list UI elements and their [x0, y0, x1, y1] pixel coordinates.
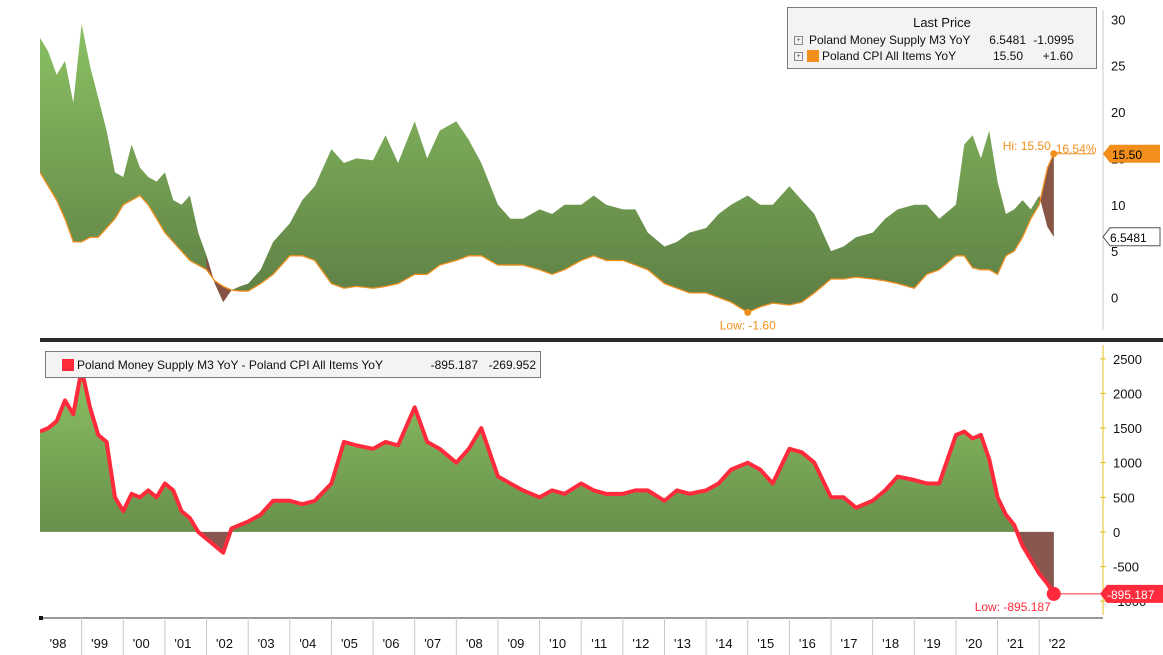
negative-spread-area	[223, 286, 232, 303]
expand-icon[interactable]: +	[794, 51, 803, 61]
x-tick-label: '12	[632, 636, 649, 651]
x-tick-label: '13	[674, 636, 691, 651]
top-plot-area	[40, 23, 1055, 314]
x-tick-label: '04	[299, 636, 316, 651]
x-axis-origin-mark	[39, 616, 43, 620]
negative-spread-area	[1047, 153, 1054, 237]
x-axis: '98 '99 '00 '01 '02 '03 '04 '05 '06 '07 '08 '09 '10 '…	[39, 616, 1103, 655]
legend-name-cpi: Poland CPI All Items YoY	[822, 49, 957, 63]
negative-spread-area	[1039, 167, 1048, 228]
cpi-high-pct: 16.54%	[1056, 142, 1097, 156]
legend-row-m3[interactable]: + Poland Money Supply M3 YoY 6.5481 -1.0…	[788, 32, 1096, 48]
x-tick-label: '19	[924, 636, 941, 651]
bottom-y-tick-label: 2000	[1113, 386, 1142, 401]
x-tick-label: '14	[716, 636, 733, 651]
x-tick-label: '21	[1007, 636, 1024, 651]
top-y-tick-label: 20	[1111, 105, 1125, 120]
top-y-tick-label: 30	[1111, 12, 1125, 27]
negative-spread-area	[214, 280, 224, 303]
top-y-tick-label: 5	[1111, 244, 1118, 259]
panel-divider	[40, 338, 1163, 342]
legend-last-cpi: 15.50	[992, 49, 1023, 63]
x-tick-label: '01	[174, 636, 191, 651]
x-tick-label: '07	[424, 636, 441, 651]
x-tick-label: '98	[50, 636, 67, 651]
cpi-high-label: Hi: 15.50	[1003, 139, 1051, 153]
spread-last-tag	[1100, 584, 1163, 603]
top-y-tick-label: 10	[1111, 198, 1125, 213]
x-tick-label: '18	[882, 636, 899, 651]
m3-cpi-spread-area	[40, 23, 1054, 313]
bottom-plot-area	[40, 367, 1056, 595]
cpi-low-label: Low: -1.60	[720, 318, 776, 332]
x-tick-label: '99	[91, 636, 108, 651]
x-tick-label: '09	[507, 636, 524, 651]
spread-series-line	[40, 367, 1056, 595]
x-tick-label: '11	[591, 636, 607, 651]
spread-last-tag-label: -895.187	[1107, 588, 1155, 602]
bottom-y-tick-label: 500	[1113, 490, 1135, 505]
x-tick-label: '02	[216, 636, 233, 651]
bottom-y-tick-label: -500	[1113, 560, 1139, 575]
m3-last-tag	[1102, 227, 1161, 247]
x-tick-label: '22	[1049, 636, 1066, 651]
legend-swatch-cpi	[807, 50, 819, 62]
x-tick-label: '15	[757, 636, 774, 651]
negative-spread-area	[206, 255, 215, 284]
legend-change-cpi: +1.60	[1042, 49, 1073, 63]
legend-name-m3: Poland Money Supply M3 YoY	[809, 33, 971, 47]
x-tick-label: '20	[965, 636, 982, 651]
legend-change-m3: -1.0995	[1033, 33, 1074, 47]
legend-row-cpi[interactable]: + Poland CPI All Items YoY 15.50 +1.60	[788, 48, 1096, 64]
x-tick-label: '03	[258, 636, 275, 651]
bottom-y-tick-label: 1000	[1113, 456, 1142, 471]
bottom-legend: Poland Money Supply M3 YoY - Poland CPI …	[45, 351, 541, 378]
x-tick-label: '16	[799, 636, 816, 651]
top-y-tick-label: 0	[1111, 291, 1118, 306]
x-tick-label: '05	[341, 636, 358, 651]
bottom-panel: -1000-50005001000150020002500Hi: 2347.00…	[40, 345, 1163, 615]
cpi-last-tag-label: 15.50	[1112, 148, 1142, 162]
x-tick-label: '06	[383, 636, 400, 651]
legend-last-spread: -895.187	[430, 357, 478, 372]
x-tick-label: '00	[133, 636, 150, 651]
bottom-y-tick-label: 0	[1113, 525, 1120, 540]
legend-name-spread: Poland Money Supply M3 YoY - Poland CPI …	[77, 357, 383, 372]
legend-last-m3: 6.5481	[989, 33, 1026, 47]
spread-low-label: Low: -895.187	[975, 600, 1051, 614]
cpi-last-tag	[1103, 144, 1160, 163]
cpi-series-line	[40, 153, 1055, 314]
x-tick-label: '08	[466, 636, 483, 651]
spread-area-fill	[40, 369, 1054, 594]
x-tick-label: '10	[549, 636, 566, 651]
legend-title: Last Price	[913, 15, 971, 30]
expand-icon[interactable]: +	[794, 35, 803, 45]
cpi-low-marker	[744, 308, 752, 316]
x-tick-label: '17	[841, 636, 858, 651]
top-y-tick-label: 25	[1111, 59, 1125, 74]
bottom-y-tick-label: 1500	[1113, 421, 1142, 436]
m3-last-tag-label: 6.5481	[1110, 231, 1147, 245]
bottom-y-tick-label: 2500	[1113, 352, 1142, 367]
legend-row-spread[interactable]: Poland Money Supply M3 YoY - Poland CPI …	[46, 352, 540, 377]
legend-swatch-spread	[62, 358, 74, 371]
top-legend: Last Price + Poland Money Supply M3 YoY …	[787, 7, 1097, 69]
legend-change-spread: -269.952	[488, 357, 536, 372]
